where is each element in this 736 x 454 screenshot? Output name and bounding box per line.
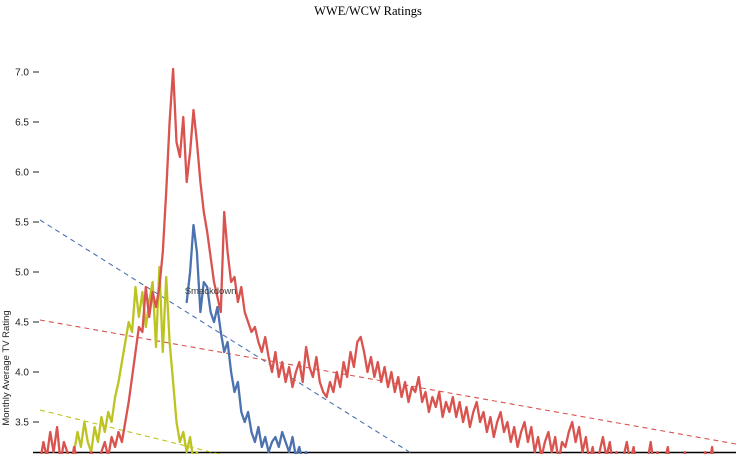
y-axis-label: Monthly Average TV Rating	[1, 310, 12, 425]
y-tick-label: 6.5	[15, 118, 29, 129]
trend-blue	[39, 219, 414, 454]
y-tick-label: 6.0	[15, 168, 29, 179]
y-tick-label: 3.5	[15, 418, 29, 429]
y-tick-label: 4.0	[15, 368, 29, 379]
y-tick-label: 7.0	[15, 68, 29, 79]
y-tick-label: 5.5	[15, 218, 29, 229]
chart-title: WWE/WCW Ratings	[314, 4, 422, 18]
y-tick-label: 4.5	[15, 318, 29, 329]
series-yellow-wcw	[72, 265, 199, 454]
trend-yellow	[39, 409, 222, 454]
y-tick-label: 5.0	[15, 268, 29, 279]
series-blue-smackdown	[185, 223, 308, 454]
series-red-raw	[40, 67, 715, 454]
annotation-label: Smackdown	[185, 286, 237, 297]
